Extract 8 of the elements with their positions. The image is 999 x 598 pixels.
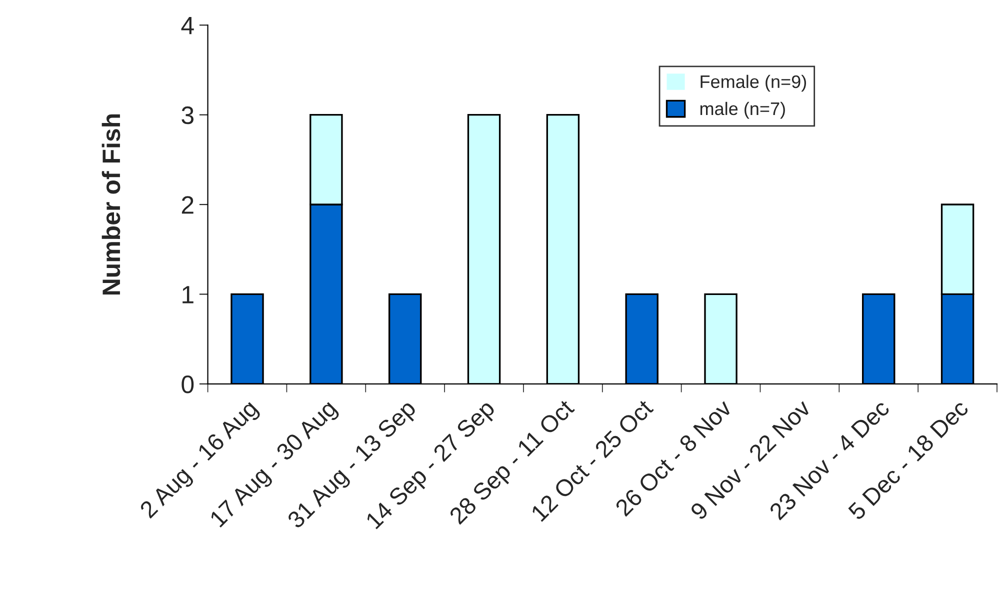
- y-tick-label: 3: [182, 106, 194, 124]
- y-tick-label: 1: [182, 286, 194, 304]
- y-axis-title: Number of Fish: [102, 114, 120, 295]
- y-tick-label: 4: [181, 16, 194, 34]
- y-tick-label: 2: [182, 196, 194, 214]
- legend-label: male (n=7): [700, 102, 785, 119]
- y-tick-label: 0: [182, 376, 194, 394]
- legend-label: Female (n=9): [700, 74, 806, 92]
